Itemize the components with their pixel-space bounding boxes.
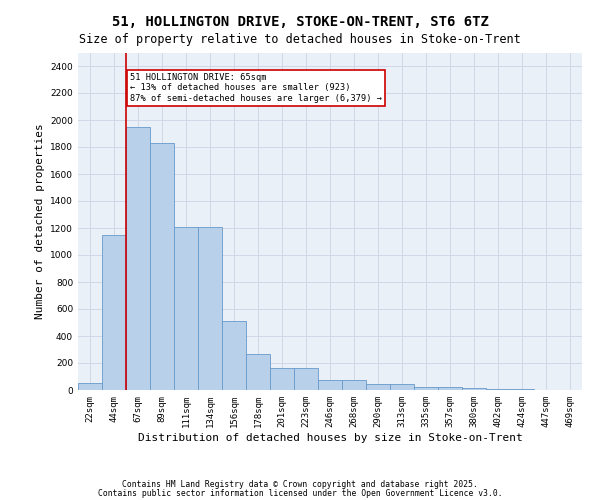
X-axis label: Distribution of detached houses by size in Stoke-on-Trent: Distribution of detached houses by size … [137, 432, 523, 442]
Bar [342, 380, 366, 390]
Bar [390, 384, 414, 390]
Y-axis label: Number of detached properties: Number of detached properties [35, 124, 44, 319]
Bar [462, 388, 486, 390]
Text: Contains HM Land Registry data © Crown copyright and database right 2025.: Contains HM Land Registry data © Crown c… [122, 480, 478, 489]
Bar [126, 126, 150, 390]
Bar [414, 388, 438, 390]
Bar [222, 321, 246, 390]
Bar [270, 368, 294, 390]
Bar [246, 354, 270, 390]
Text: Contains public sector information licensed under the Open Government Licence v3: Contains public sector information licen… [98, 489, 502, 498]
Bar [174, 226, 198, 390]
Bar [198, 226, 222, 390]
Bar [78, 383, 102, 390]
Bar [486, 388, 510, 390]
Text: 51 HOLLINGTON DRIVE: 65sqm
← 13% of detached houses are smaller (923)
87% of sem: 51 HOLLINGTON DRIVE: 65sqm ← 13% of deta… [130, 72, 382, 102]
Bar [102, 235, 126, 390]
Text: 51, HOLLINGTON DRIVE, STOKE-ON-TRENT, ST6 6TZ: 51, HOLLINGTON DRIVE, STOKE-ON-TRENT, ST… [112, 15, 488, 29]
Bar [294, 368, 318, 390]
Text: Size of property relative to detached houses in Stoke-on-Trent: Size of property relative to detached ho… [79, 32, 521, 46]
Bar [150, 143, 174, 390]
Bar [318, 380, 342, 390]
Bar [366, 384, 390, 390]
Bar [438, 388, 462, 390]
